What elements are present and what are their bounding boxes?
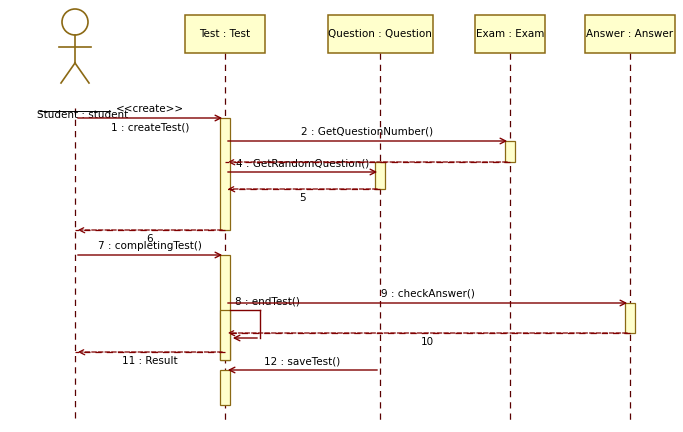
FancyBboxPatch shape <box>625 303 635 333</box>
Text: 9 : checkAnswer(): 9 : checkAnswer() <box>380 289 475 299</box>
Text: 10: 10 <box>421 337 434 347</box>
FancyBboxPatch shape <box>375 162 385 189</box>
Text: Answer : Answer: Answer : Answer <box>587 29 673 39</box>
Text: Student : student: Student : student <box>37 110 128 120</box>
FancyBboxPatch shape <box>185 15 265 53</box>
FancyBboxPatch shape <box>328 15 432 53</box>
FancyBboxPatch shape <box>475 15 545 53</box>
Text: 8 : endTest(): 8 : endTest() <box>235 297 300 307</box>
Text: 2 : GetQuestionNumber(): 2 : GetQuestionNumber() <box>301 127 434 137</box>
Text: 12 : saveTest(): 12 : saveTest() <box>264 356 341 366</box>
Text: <<create>>: <<create>> <box>116 104 184 114</box>
Text: Exam : Exam: Exam : Exam <box>476 29 544 39</box>
FancyBboxPatch shape <box>220 118 230 230</box>
Text: Question : Question: Question : Question <box>328 29 432 39</box>
Text: Test : Test: Test : Test <box>199 29 251 39</box>
Text: 6: 6 <box>147 234 153 244</box>
Text: 11 : Result: 11 : Result <box>122 356 178 366</box>
Text: 7 : completingTest(): 7 : completingTest() <box>98 241 202 251</box>
FancyBboxPatch shape <box>220 370 230 405</box>
Text: 5: 5 <box>299 193 306 203</box>
Text: 1 : createTest(): 1 : createTest() <box>111 122 189 132</box>
FancyBboxPatch shape <box>220 310 230 360</box>
Text: 4 : GetRandomQuestion(): 4 : GetRandomQuestion() <box>236 158 369 168</box>
FancyBboxPatch shape <box>505 141 515 162</box>
FancyBboxPatch shape <box>585 15 675 53</box>
FancyBboxPatch shape <box>220 255 230 360</box>
